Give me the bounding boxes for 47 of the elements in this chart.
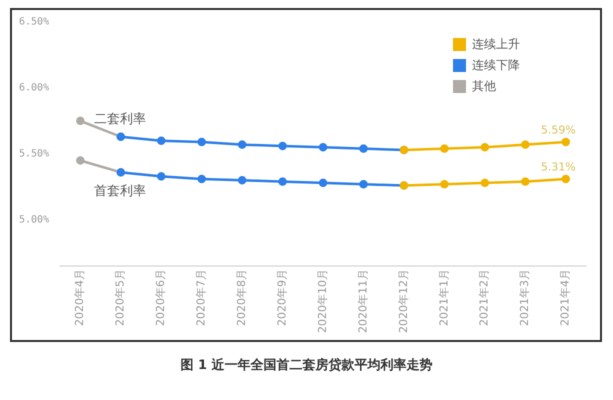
y-tick-label: 5.00% bbox=[18, 214, 50, 226]
caption: 图 1 近一年全国首二套房贷款平均利率走势 bbox=[179, 356, 434, 374]
point bbox=[359, 144, 368, 153]
point bbox=[521, 140, 530, 149]
annotation: 5.59% bbox=[540, 123, 576, 136]
legend-label: 其他 bbox=[472, 78, 496, 95]
point bbox=[562, 138, 570, 146]
point bbox=[238, 176, 246, 185]
legend-label: 连续上升 bbox=[472, 36, 520, 53]
point bbox=[480, 143, 490, 152]
x-tick-label: 2020年7月 bbox=[194, 269, 208, 326]
y-tick-label: 5.50% bbox=[18, 148, 50, 160]
x-tick-label: 2020年4月 bbox=[73, 269, 86, 326]
point bbox=[278, 177, 287, 186]
annotation: 二套利率 bbox=[94, 111, 146, 128]
point bbox=[76, 116, 85, 126]
x-tick-label: 2020年9月 bbox=[275, 269, 288, 326]
point bbox=[197, 174, 206, 184]
x-tick-label: 2020年11月 bbox=[356, 269, 370, 334]
x-tick-label: 2021年3月 bbox=[518, 269, 532, 326]
x-tick-label: 2020年12月 bbox=[396, 269, 410, 334]
point bbox=[440, 180, 449, 188]
point bbox=[318, 178, 328, 188]
point bbox=[480, 178, 490, 188]
x-tick-label: 2020年5月 bbox=[114, 269, 127, 326]
point bbox=[562, 174, 570, 184]
x-tick-label: 2020年10月 bbox=[316, 269, 329, 334]
point bbox=[156, 136, 166, 145]
annotation: 首套利率 bbox=[94, 183, 146, 200]
point bbox=[76, 156, 85, 165]
point bbox=[318, 143, 328, 152]
y-tick-label: 6.00% bbox=[18, 82, 50, 94]
point bbox=[359, 180, 368, 188]
x-tick-label: 2021年2月 bbox=[478, 269, 491, 326]
x-tick-label: 2020年6月 bbox=[154, 269, 168, 326]
point bbox=[238, 140, 246, 149]
point bbox=[197, 138, 206, 146]
point bbox=[521, 177, 530, 186]
point bbox=[156, 172, 166, 181]
point bbox=[440, 144, 449, 153]
point bbox=[278, 142, 287, 150]
x-tick-label: 2020年8月 bbox=[235, 269, 248, 326]
legend-label: 连续下降 bbox=[472, 57, 520, 74]
x-tick-label: 2021年4月 bbox=[558, 269, 572, 326]
annotation: 5.31% bbox=[540, 160, 576, 174]
x-tick-label: 2021年1月 bbox=[437, 269, 450, 326]
y-tick-label: 6.50% bbox=[18, 16, 50, 28]
